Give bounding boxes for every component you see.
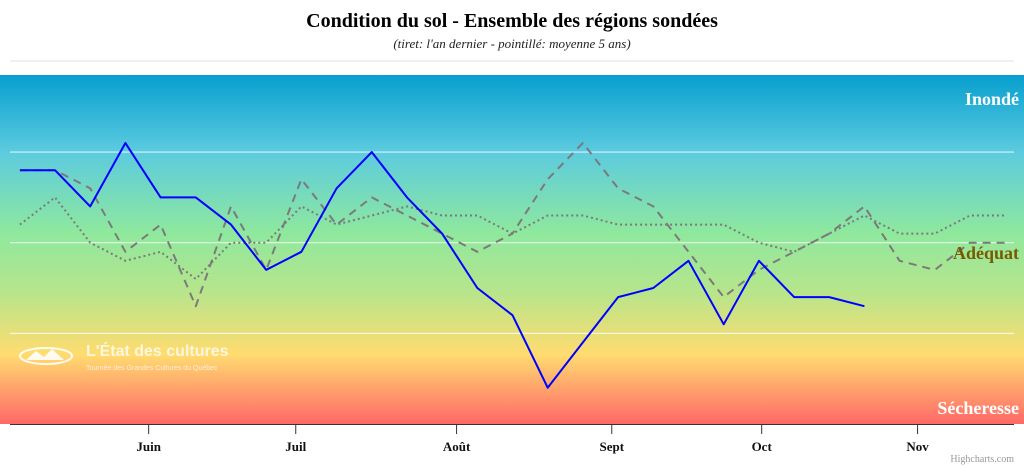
watermark-logo: L'État des cultures Tournée des Grandes …: [19, 341, 229, 372]
series-line-dashed: [19, 142, 1006, 308]
band-label-inonde: Inondé: [965, 89, 1019, 109]
x-tick-label: Sept: [599, 439, 624, 454]
watermark-title: L'État des cultures: [86, 341, 229, 360]
x-tick-label: Oct: [752, 439, 773, 454]
band-label-adequat: Adéquat: [953, 243, 1019, 263]
logo-mountain-icon: [26, 349, 64, 360]
gridlines: [10, 151, 1014, 334]
x-tick-label: Nov: [906, 439, 929, 454]
band-label-secheresse: Sécheresse: [937, 398, 1019, 418]
chart-subtitle: (tiret: l'an dernier - pointillé: moyenn…: [393, 36, 630, 51]
chart-title: Condition du sol - Ensemble des régions …: [306, 10, 718, 32]
watermark-subtitle: Tournée des Grandes Cultures du Québec: [86, 365, 218, 372]
series-group: [19, 142, 1006, 389]
plot-background: [0, 75, 1024, 424]
x-tick-label: Juin: [136, 439, 161, 454]
x-tick-label: Août: [443, 439, 471, 454]
x-axis: Juin Juil Août Sept Oct Nov: [136, 424, 929, 454]
x-tick-label: Juil: [285, 439, 306, 454]
logo-emblem-icon: [19, 347, 73, 365]
credits-link[interactable]: Highcharts.com: [950, 454, 1014, 465]
series-line-solid: [19, 142, 865, 389]
